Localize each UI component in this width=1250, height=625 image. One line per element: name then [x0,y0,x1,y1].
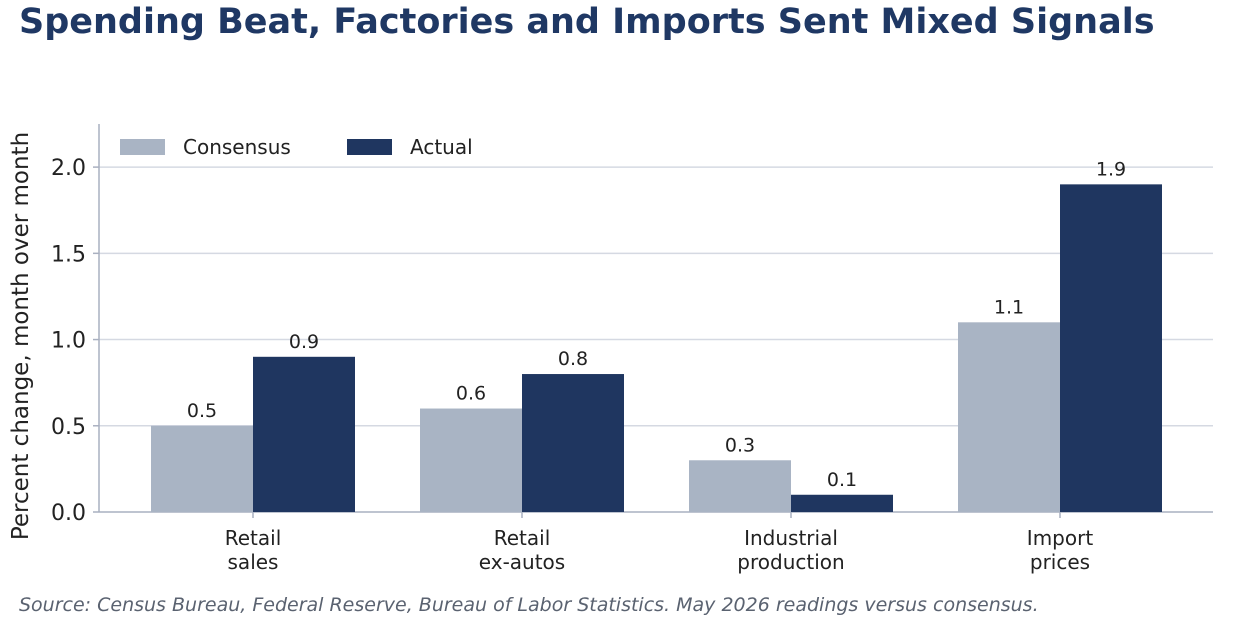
data-label-actual: 1.9 [1096,158,1126,180]
y-tick-label: 1.0 [51,329,86,354]
y-axis-title: Percent change, month over month [8,132,34,540]
bar-consensus [689,460,791,512]
bar-consensus [151,425,253,512]
data-label-consensus: 1.1 [994,296,1024,318]
x-tick-label: Import prices [1027,526,1094,574]
x-tick-label: Industrial production [737,526,844,574]
data-label-consensus: 0.5 [187,400,217,422]
bars [151,184,1162,512]
legend-label-actual: Actual [410,135,473,159]
x-tick-label-line: sales [228,550,279,574]
data-label-consensus: 0.3 [725,434,755,456]
chart-title: Spending Beat, Factories and Imports Sen… [19,2,1155,42]
bar-actual [522,374,624,512]
legend-swatch-actual [347,139,392,155]
y-tick-label: 2.0 [51,156,86,181]
data-label-actual: 0.8 [558,348,588,370]
x-tick-label-line: Industrial [744,526,838,550]
x-tick-label: Retail sales [225,526,282,574]
y-tick-label: 1.5 [51,242,86,267]
bar-actual [791,494,893,512]
data-label-actual: 0.1 [827,469,857,491]
legend-label-consensus: Consensus [183,135,291,159]
source-note: Source: Census Bureau, Federal Reserve, … [19,594,1039,616]
bar-actual [1060,184,1162,512]
x-tick-label-line: ex-autos [479,550,565,574]
y-tick-label: 0.5 [51,415,86,440]
x-tick-label-line: production [737,550,844,574]
data-label-consensus: 0.6 [456,383,486,405]
x-tick-label-line: Retail [225,526,282,550]
x-tick-label: Retail ex-autos [479,526,565,574]
data-labels: 0.5 0.9 0.6 0.8 0.3 0.1 1.1 1.9 [187,158,1126,490]
bar-actual [253,356,355,512]
x-tick-label-line: prices [1030,550,1090,574]
legend: Consensus Actual [120,135,473,159]
y-tick-label: 0.0 [51,501,86,526]
data-label-actual: 0.9 [289,331,319,353]
bar-consensus [420,408,522,512]
x-tick-label-line: Retail [494,526,551,550]
x-tick-label-line: Import [1027,526,1094,550]
bar-consensus [958,322,1060,512]
legend-swatch-consensus [120,139,165,155]
